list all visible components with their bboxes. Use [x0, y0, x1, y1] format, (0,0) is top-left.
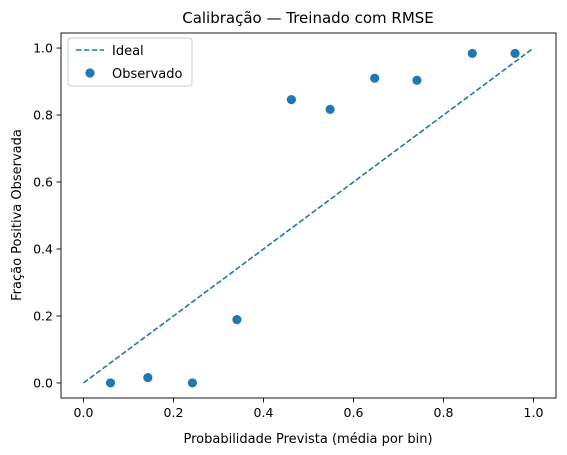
x-tick-label: 1.0 — [524, 405, 544, 420]
y-tick-label: 0.0 — [33, 375, 53, 390]
x-tick-label: 0.2 — [164, 405, 184, 420]
ideal-line — [83, 47, 534, 384]
x-axis: 0.0 0.2 0.4 0.6 0.8 1.0 — [74, 398, 544, 420]
y-tick-label: 0.4 — [33, 241, 53, 256]
x-tick-label: 0.0 — [74, 405, 94, 420]
x-tick-label: 0.4 — [254, 405, 274, 420]
observed-point — [105, 378, 116, 388]
x-tick-label: 0.6 — [344, 405, 364, 420]
legend-observado-marker — [85, 68, 95, 78]
plot-area — [83, 47, 534, 388]
observed-point — [325, 104, 335, 114]
observed-point — [467, 48, 477, 59]
chart-title: Calibração — Treinado com RMSE — [182, 9, 434, 27]
y-tick-label: 0.6 — [33, 175, 53, 190]
observed-point — [412, 75, 422, 85]
y-tick-label: 1.0 — [33, 41, 53, 56]
y-tick-label: 0.2 — [33, 308, 53, 323]
observed-point — [370, 73, 380, 83]
observed-point — [286, 95, 296, 105]
observed-point — [143, 372, 153, 383]
y-axis-label: Fração Positiva Observada — [10, 129, 25, 301]
observed-point — [187, 378, 197, 388]
y-tick-label: 0.8 — [33, 108, 53, 123]
observed-point — [510, 48, 520, 59]
y-axis: 0.0 0.2 0.4 0.6 0.8 1.0 — [33, 41, 61, 390]
legend: Ideal Observado — [67, 37, 193, 87]
legend-observado-label: Observado — [112, 67, 183, 82]
axes-frame — [60, 32, 557, 399]
legend-box — [67, 37, 193, 87]
x-tick-label: 0.8 — [434, 405, 454, 420]
observed-point — [232, 315, 242, 325]
x-axis-label: Probabilidade Prevista (média por bin) — [183, 432, 432, 447]
legend-ideal-label: Ideal — [112, 44, 144, 59]
